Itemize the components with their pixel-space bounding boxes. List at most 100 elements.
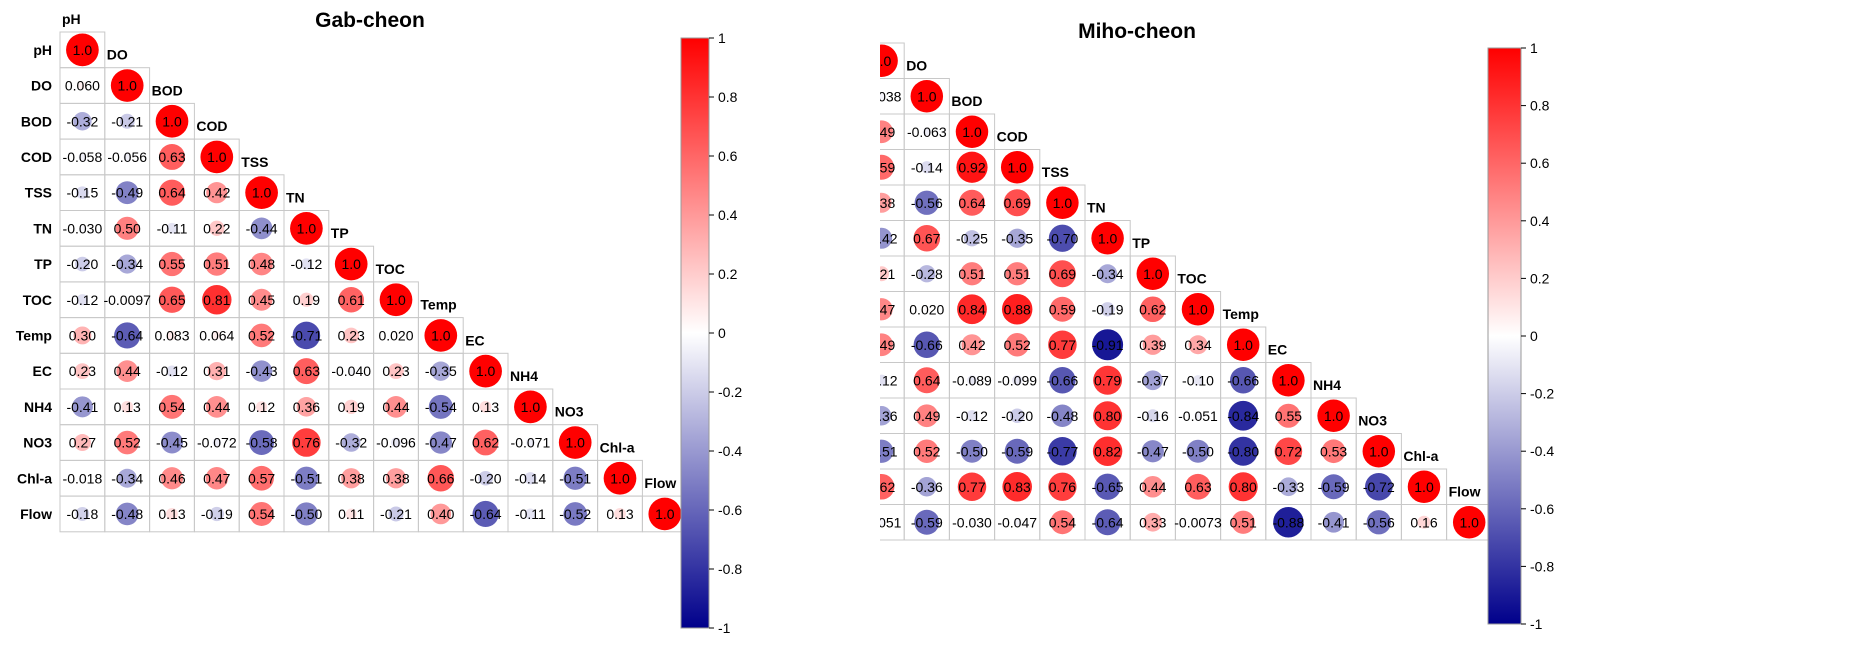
corr-value-tn-bod: -0.11 <box>157 220 188 236</box>
corr-value-no3-ph: 0.27 <box>69 435 96 451</box>
corr-circle-flow-no3 <box>1366 510 1391 535</box>
corr-value-temp-toc: 0.34 <box>1184 337 1211 353</box>
corr-circle-tn-do <box>913 224 941 252</box>
corr-circle-tss-ph <box>76 186 89 199</box>
corr-value-tp-tn: -0.12 <box>290 256 322 272</box>
corr-circle-tss-tss <box>245 176 278 209</box>
corr-value-no3-bod: -0.45 <box>156 435 188 451</box>
corr-circle-toc-do <box>125 298 129 302</box>
corr-value-ec-bod: -0.089 <box>952 372 992 388</box>
corr-value-nh4-tss: -0.48 <box>1046 408 1078 424</box>
col-label-no3: NO3 <box>1358 413 1387 429</box>
corr-circle-nh4-tp <box>344 399 359 414</box>
corr-circle-tp-tp <box>1136 257 1170 290</box>
corr-value-tp-ph: 0.21 <box>880 266 895 282</box>
corr-circle-nh4-tss <box>255 401 268 413</box>
corr-value-ec-tss: -0.43 <box>246 363 278 379</box>
corr-value-no3-tn: 0.76 <box>293 435 320 451</box>
corr-circle-chl-a-temp <box>1228 472 1258 502</box>
corr-circle-flow-ph <box>75 507 90 521</box>
corr-circle-flow-temp <box>1231 510 1255 534</box>
corr-value-flow-tn: -0.50 <box>290 506 322 522</box>
corr-circle-chl-a-tss <box>1048 472 1077 501</box>
corr-value-no3-tss: -0.77 <box>1046 443 1078 459</box>
corr-value-chl-a-no3: -0.51 <box>559 470 591 486</box>
corr-circle-temp-bod <box>961 334 983 356</box>
corr-value-no3-tp: -0.47 <box>1137 443 1169 459</box>
colorbar <box>1487 47 1522 625</box>
corr-value-ec-do: 0.64 <box>913 372 940 388</box>
corr-value-nh4-do: 0.49 <box>913 408 940 424</box>
corr-circle-toc-tp <box>1140 296 1166 323</box>
corr-circle-flow-bod <box>166 508 178 520</box>
corr-value-flow-tp: 0.33 <box>1139 514 1166 530</box>
colorbar-tick-label: 0.2 <box>718 266 738 282</box>
corr-value-cod-cod: 1.0 <box>1007 159 1027 175</box>
corr-value-tn-cod: 0.22 <box>203 220 230 236</box>
corr-circle-chl-a-cod <box>1002 471 1032 502</box>
corr-value-tp-tn: -0.34 <box>1092 266 1124 282</box>
corr-circle-tp-do <box>117 254 137 274</box>
corr-value-temp-tss: 0.52 <box>248 327 275 343</box>
corr-circle-bod-bod <box>155 104 189 138</box>
corr-circle-toc-toc <box>1181 293 1215 326</box>
col-label-cod: COD <box>997 129 1028 145</box>
corr-circle-temp-ph <box>73 326 92 345</box>
corr-circle-nh4-tn <box>296 397 317 417</box>
corr-circle-tss-bod <box>959 189 985 216</box>
corr-value-tp-tp: 1.0 <box>1143 266 1163 282</box>
corr-value-toc-tp: 0.61 <box>338 292 365 308</box>
corr-value-no3-ec: 0.72 <box>1275 443 1302 459</box>
corr-circle-flow-ec <box>472 500 499 528</box>
corr-value-do-do: 1.0 <box>917 88 937 104</box>
grid <box>858 42 1493 541</box>
corr-value-nh4-tp: -0.16 <box>1137 408 1169 424</box>
corr-circle-tp-cod <box>205 252 229 276</box>
corr-value-chl-a-chl-a: 1.0 <box>1414 479 1434 495</box>
corr-value-toc-bod: 0.65 <box>158 292 185 308</box>
corr-value-ph-ph: 1.0 <box>73 42 93 58</box>
corr-circle-no3-bod <box>161 431 183 454</box>
corr-value-nh4-nh4: 1.0 <box>521 399 541 415</box>
corr-value-flow-tn: -0.64 <box>1092 514 1124 530</box>
corr-circle-bod-do <box>119 113 135 129</box>
corr-circle-no3-do <box>915 439 939 463</box>
corr-value-flow-temp: 0.51 <box>1230 514 1257 530</box>
corr-value-ec-ph: 0.23 <box>69 363 96 379</box>
corr-circle-ph-ph <box>66 33 99 67</box>
col-label-tp: TP <box>1132 235 1150 251</box>
corr-value-tn-bod: -0.25 <box>956 230 988 246</box>
corr-value-flow-chl-a: 0.13 <box>606 506 633 522</box>
corr-value-chl-a-ph: 0.62 <box>880 479 895 495</box>
corr-value-chl-a-tp: 0.38 <box>338 470 365 486</box>
corr-circle-flow-ec <box>1273 507 1304 538</box>
corr-value-temp-do: -0.64 <box>111 327 143 343</box>
corr-circle-flow-tp <box>345 508 357 520</box>
corr-value-temp-ph: 0.30 <box>69 327 96 343</box>
corr-circle-tss-cod <box>1003 189 1031 217</box>
col-label-ph: pH <box>62 11 81 27</box>
corr-value-flow-no3: -0.52 <box>559 506 591 522</box>
corr-circle-flow-toc <box>1196 520 1200 524</box>
corr-circle-nh4-cod <box>205 396 228 418</box>
corr-value-tp-bod: 0.51 <box>958 266 985 282</box>
corr-value-do-ph: -0.038 <box>880 88 902 104</box>
corr-value-ec-tn: 0.79 <box>1094 372 1121 388</box>
correlation-chart-gab-cheon: Gab-cheon pH DO BOD COD TSS TN TP TOC Temp EC NH4 NO… <box>16 9 743 636</box>
corr-circle-no3-temp <box>429 431 453 454</box>
corr-value-bod-do: -0.063 <box>907 124 947 140</box>
col-label-tn: TN <box>1087 200 1106 216</box>
corr-circle-chl-a-bod <box>957 472 987 502</box>
corr-circle-ec-do <box>116 360 139 382</box>
corr-circle-tn-tn <box>1091 222 1124 255</box>
corr-value-chl-a-ec: -0.33 <box>1272 479 1304 495</box>
corr-value-no3-do: 0.52 <box>114 435 141 451</box>
corr-circle-nh4-tp <box>1146 409 1160 423</box>
corr-circle-tn-bod <box>166 222 178 234</box>
col-label-do: DO <box>906 58 927 74</box>
corr-circle-toc-tss <box>250 288 273 311</box>
corr-value-toc-tn: 0.19 <box>293 292 320 308</box>
corr-circle-chl-a-tp <box>1142 475 1164 498</box>
corr-value-nh4-ph: -0.41 <box>66 399 98 415</box>
corr-circle-ec-tss <box>1049 367 1076 394</box>
